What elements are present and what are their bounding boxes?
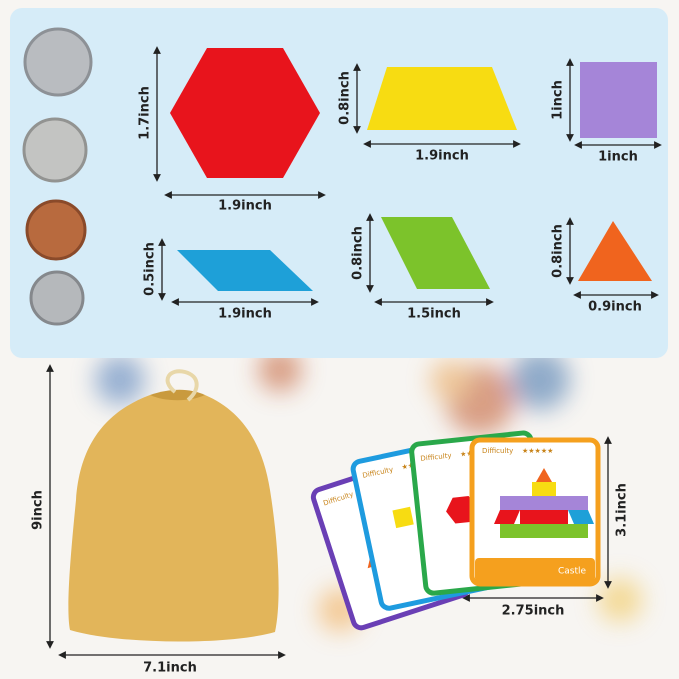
dimension-label: 0.8inch: [351, 226, 366, 280]
dimension-label: 7.1inch: [143, 661, 197, 676]
shapes-panel: [10, 8, 668, 358]
hexagon: [170, 48, 320, 178]
dimension-label: 0.8inch: [551, 224, 566, 278]
dimension-label: 1.9inch: [218, 307, 272, 322]
dimension-label: 3.1inch: [615, 483, 630, 537]
card-label: Difficulty: [482, 447, 513, 455]
triangle: [578, 221, 652, 281]
dimension-label: 9inch: [31, 490, 46, 530]
dimension-label: 0.8inch: [338, 71, 353, 125]
thin-rhombus: [177, 250, 313, 291]
dimension-lines: [46, 46, 662, 659]
dimension-label: 0.5inch: [143, 242, 158, 296]
rhombus: [381, 217, 490, 289]
card-rating: ★★★★★: [522, 447, 553, 455]
pattern-cards: Difficulty ★★★★★ Difficulty ★★★★★ Diffic…: [310, 430, 601, 631]
dimension-label: 1.7inch: [138, 86, 153, 140]
card-title: Castle: [558, 567, 587, 577]
dimension-label: 1.9inch: [415, 149, 469, 164]
bag: [68, 369, 279, 642]
dimension-label: 1.9inch: [218, 199, 272, 214]
dimension-label: 2.75inch: [502, 604, 565, 619]
square: [580, 62, 657, 138]
dimension-label: 1inch: [598, 150, 638, 165]
card-label: Difficulty: [420, 452, 452, 463]
trapezoid: [367, 67, 517, 130]
dimension-label: 1inch: [551, 80, 566, 120]
dimension-label: 0.9inch: [588, 300, 642, 315]
coins: [22, 27, 93, 326]
dimension-label: 1.5inch: [407, 307, 461, 322]
